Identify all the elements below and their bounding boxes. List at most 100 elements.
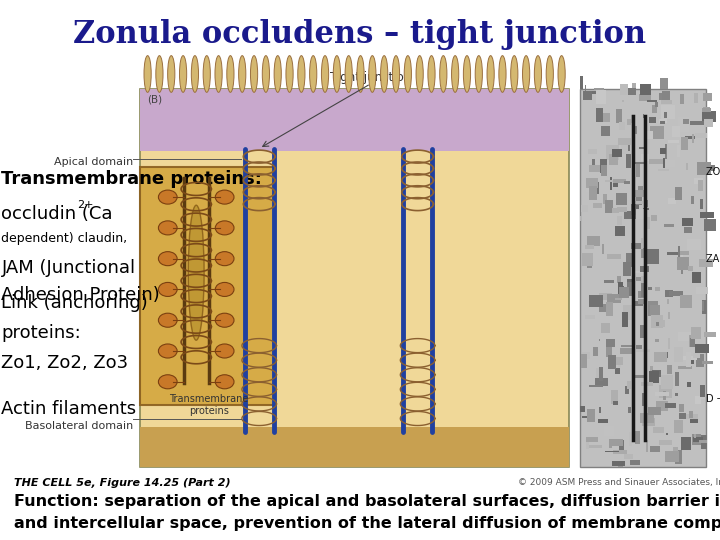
Bar — [680, 295, 692, 308]
Bar — [621, 345, 632, 347]
Bar — [665, 403, 676, 408]
Bar — [679, 414, 686, 418]
Bar — [580, 76, 582, 90]
Circle shape — [215, 313, 234, 327]
Bar — [643, 114, 644, 118]
Ellipse shape — [262, 56, 269, 92]
Circle shape — [215, 344, 234, 358]
Bar — [140, 167, 274, 405]
Bar — [588, 150, 597, 154]
Bar — [694, 178, 703, 184]
Bar — [683, 356, 697, 360]
Bar — [621, 142, 631, 154]
Bar — [609, 154, 618, 165]
Ellipse shape — [192, 56, 199, 92]
Bar — [615, 357, 624, 364]
Bar — [613, 179, 626, 183]
Bar — [689, 335, 694, 347]
Bar — [615, 226, 625, 237]
Circle shape — [215, 221, 234, 235]
Bar — [654, 287, 660, 291]
Bar — [610, 296, 612, 302]
Bar — [586, 441, 589, 449]
Ellipse shape — [321, 56, 328, 92]
Bar — [660, 119, 667, 123]
Bar — [680, 271, 683, 274]
Bar — [704, 332, 716, 336]
Ellipse shape — [168, 56, 175, 92]
Bar — [658, 168, 669, 171]
Bar — [659, 440, 672, 445]
Bar — [581, 205, 588, 212]
Bar — [661, 99, 672, 104]
Bar — [605, 450, 618, 453]
Bar — [647, 305, 660, 316]
Bar — [625, 386, 629, 394]
Ellipse shape — [286, 56, 293, 92]
Bar — [639, 299, 647, 304]
Bar — [680, 137, 688, 150]
Ellipse shape — [428, 56, 435, 92]
Text: 2+: 2+ — [77, 200, 94, 210]
Bar — [681, 254, 683, 259]
Bar — [685, 136, 696, 139]
Ellipse shape — [546, 56, 554, 92]
Bar — [663, 160, 675, 166]
Bar — [595, 378, 608, 386]
Bar — [580, 407, 585, 411]
Bar — [678, 404, 684, 412]
Bar — [703, 107, 710, 109]
Bar — [675, 187, 683, 200]
Bar — [690, 338, 695, 347]
Bar — [644, 200, 648, 207]
Bar — [617, 276, 621, 284]
Ellipse shape — [499, 56, 506, 92]
Bar — [622, 88, 636, 94]
Bar — [628, 142, 630, 151]
Bar — [700, 385, 705, 397]
Bar — [635, 375, 645, 378]
Bar — [694, 434, 696, 437]
Text: ZA →: ZA → — [706, 254, 720, 264]
Bar — [652, 105, 657, 113]
Bar — [682, 293, 693, 306]
Bar — [606, 346, 612, 357]
Bar — [633, 301, 643, 306]
Bar — [618, 465, 624, 467]
Text: proteins:: proteins: — [1, 324, 81, 342]
Bar — [644, 293, 647, 303]
Bar — [695, 345, 701, 360]
Bar — [641, 382, 653, 387]
Bar — [700, 212, 714, 218]
Bar — [601, 165, 607, 176]
Bar — [698, 180, 703, 191]
Bar — [636, 126, 637, 134]
Bar — [644, 141, 650, 144]
Ellipse shape — [274, 56, 282, 92]
Bar — [678, 117, 690, 132]
Bar — [587, 236, 600, 246]
Bar — [604, 426, 614, 436]
Bar — [623, 305, 635, 320]
Ellipse shape — [381, 56, 388, 92]
Bar — [659, 374, 660, 377]
Bar — [678, 145, 680, 158]
Bar — [599, 367, 603, 381]
Bar — [601, 323, 610, 333]
Bar — [659, 93, 668, 100]
Bar — [677, 257, 689, 271]
Bar — [616, 109, 622, 123]
Ellipse shape — [345, 56, 352, 92]
Ellipse shape — [310, 56, 317, 92]
Bar — [683, 119, 689, 124]
Bar — [636, 193, 642, 205]
Bar — [631, 243, 641, 249]
Ellipse shape — [179, 56, 186, 92]
Bar — [691, 197, 694, 204]
Bar — [593, 204, 603, 208]
Bar — [622, 286, 624, 294]
Bar — [589, 385, 603, 388]
Bar — [699, 259, 713, 267]
Bar — [693, 354, 700, 358]
Text: (B): (B) — [148, 94, 163, 105]
